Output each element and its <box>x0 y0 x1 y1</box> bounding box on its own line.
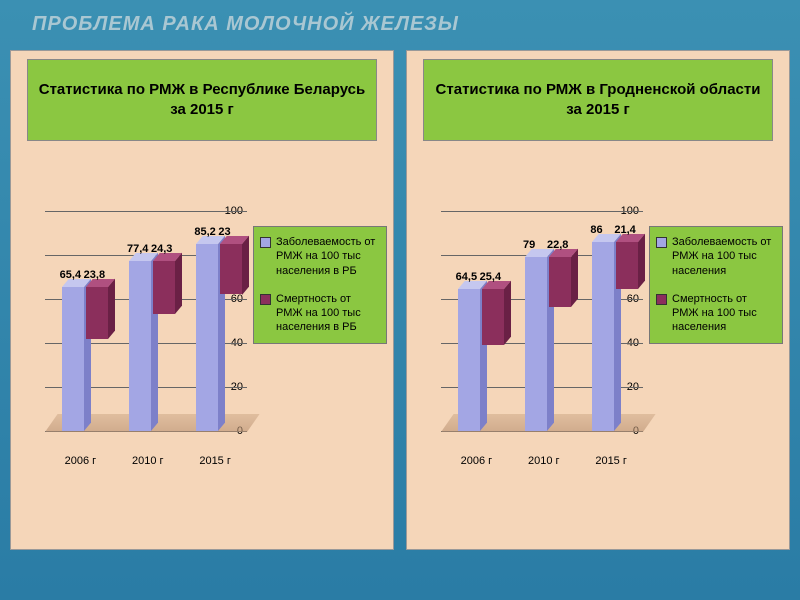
chart-title: Статистика по РМЖ в Гродненской области … <box>432 80 764 121</box>
x-axis: 2006 г 2010 г 2015 г <box>45 441 247 471</box>
legend-swatch <box>656 237 667 248</box>
bar-group: 7922,8 <box>525 257 571 431</box>
plot: 64,525,47922,88621,4 <box>441 211 643 431</box>
bar-group: 77,424,3 <box>129 261 175 431</box>
bar-value-label: 23 <box>218 226 230 238</box>
bar-group: 85,223 <box>196 244 242 431</box>
bar-side <box>242 235 249 294</box>
x-label: 2006 г <box>461 455 493 467</box>
bar-front <box>86 287 108 339</box>
bar: 77,4 <box>129 261 151 431</box>
bar-front <box>129 261 151 431</box>
bar-front <box>458 289 480 431</box>
bar-value-label: 22,8 <box>547 239 568 251</box>
bar-group: 65,423,8 <box>62 287 108 431</box>
bar-value-label: 21,4 <box>614 224 635 236</box>
bar-value-label: 24,3 <box>151 243 172 255</box>
bar-side <box>175 252 182 314</box>
bar: 23 <box>220 244 242 295</box>
bar-value-label: 64,5 <box>456 271 477 283</box>
legend: Заболеваемость от РМЖ на 100 тыс населен… <box>253 226 387 344</box>
bar-value-label: 77,4 <box>127 243 148 255</box>
legend-text: Смертность от РМЖ на 100 тыс населения в… <box>276 292 380 335</box>
legend-text: Заболеваемость от РМЖ на 100 тыс населен… <box>672 235 776 278</box>
chart-title: Статистика по РМЖ в Республике Беларусь … <box>36 80 368 121</box>
bar-front <box>62 287 84 431</box>
bar: 24,3 <box>153 261 175 314</box>
bar-front <box>616 242 638 289</box>
chart-panel-0: Статистика по РМЖ в Республике Беларусь … <box>10 50 394 550</box>
bar-side <box>108 279 115 340</box>
chart-area: 02040608010065,423,877,424,385,2232006 г… <box>17 211 247 471</box>
x-label: 2006 г <box>65 455 97 467</box>
legend-item: Заболеваемость от РМЖ на 100 тыс населен… <box>656 235 776 278</box>
bar: 79 <box>525 257 547 431</box>
panels-row: Статистика по РМЖ в Республике Беларусь … <box>10 50 790 550</box>
legend-text: Заболеваемость от РМЖ на 100 тыс населен… <box>276 235 380 278</box>
bar: 64,5 <box>458 289 480 431</box>
chart-title-box: Статистика по РМЖ в Гродненской области … <box>423 59 773 141</box>
legend-swatch <box>260 294 271 305</box>
bar-front <box>220 244 242 295</box>
legend-item: Заболеваемость от РМЖ на 100 тыс населен… <box>260 235 380 278</box>
bar-group: 8621,4 <box>592 242 638 431</box>
legend-swatch <box>656 294 667 305</box>
x-label: 2010 г <box>528 455 560 467</box>
bar: 65,4 <box>62 287 84 431</box>
bar-front <box>549 257 571 307</box>
bar-front <box>153 261 175 314</box>
bar-group: 64,525,4 <box>458 289 504 431</box>
x-label: 2010 г <box>132 455 164 467</box>
bar-value-label: 25,4 <box>480 271 501 283</box>
bar: 86 <box>592 242 614 431</box>
x-label: 2015 г <box>199 455 231 467</box>
bar: 22,8 <box>549 257 571 307</box>
bar-front <box>592 242 614 431</box>
bar-side <box>571 249 578 307</box>
bar: 25,4 <box>482 289 504 345</box>
bar: 85,2 <box>196 244 218 431</box>
bar-value-label: 79 <box>523 239 535 251</box>
bar-side <box>504 281 511 345</box>
bar-value-label: 65,4 <box>60 269 81 281</box>
slide-title: ПРОБЛЕМА РАКА МОЛОЧНОЙ ЖЕЛЕЗЫ <box>32 13 459 36</box>
legend-swatch <box>260 237 271 248</box>
slide: ПРОБЛЕМА РАКА МОЛОЧНОЙ ЖЕЛЕЗЫ Статистика… <box>0 0 800 600</box>
chart-panel-1: Статистика по РМЖ в Гродненской области … <box>406 50 790 550</box>
bar-front <box>525 257 547 431</box>
legend-text: Смертность от РМЖ на 100 тыс населения <box>672 292 776 335</box>
bar-value-label: 85,2 <box>194 226 215 238</box>
bar: 21,4 <box>616 242 638 289</box>
legend-item: Смертность от РМЖ на 100 тыс населения <box>656 292 776 335</box>
chart-area: 02040608010064,525,47922,88621,42006 г20… <box>413 211 643 471</box>
x-axis: 2006 г 2010 г 2015 г <box>441 441 643 471</box>
bar-front <box>482 289 504 345</box>
x-label: 2015 г <box>595 455 627 467</box>
bar-side <box>638 233 645 288</box>
bar-front <box>196 244 218 431</box>
plot: 65,423,877,424,385,223 <box>45 211 247 431</box>
legend-item: Смертность от РМЖ на 100 тыс населения в… <box>260 292 380 335</box>
bar-value-label: 86 <box>590 224 602 236</box>
bar-value-label: 23,8 <box>84 269 105 281</box>
bar: 23,8 <box>86 287 108 339</box>
legend: Заболеваемость от РМЖ на 100 тыс населен… <box>649 226 783 344</box>
chart-title-box: Статистика по РМЖ в Республике Беларусь … <box>27 59 377 141</box>
